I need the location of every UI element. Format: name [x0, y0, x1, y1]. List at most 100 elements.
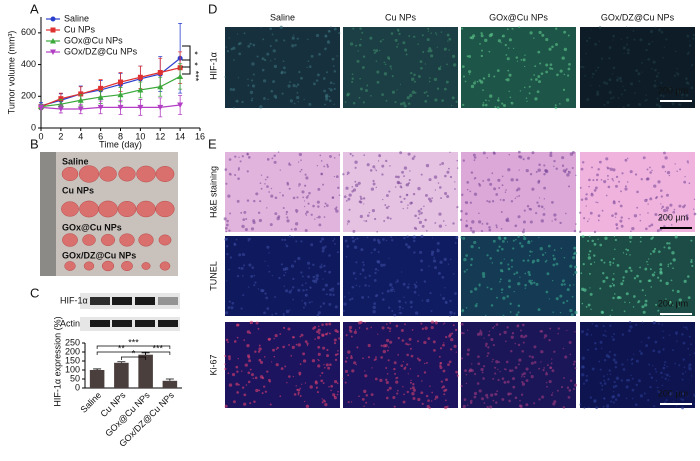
- speckle: [520, 393, 524, 396]
- speckle: [297, 393, 300, 396]
- significance-bracket: [121, 356, 146, 360]
- speckle: [434, 32, 437, 34]
- speckle: [352, 229, 356, 233]
- error-bar: [165, 378, 174, 381]
- speckle: [473, 240, 477, 245]
- speckle: [429, 292, 432, 295]
- speckle: [406, 390, 410, 394]
- speckle: [256, 55, 259, 58]
- speckle: [484, 38, 488, 43]
- speckle: [559, 69, 563, 73]
- speckle: [622, 368, 626, 371]
- speckle: [492, 344, 495, 347]
- speckle: [505, 360, 509, 364]
- speckle: [598, 360, 601, 363]
- speckle: [289, 309, 291, 311]
- speckle: [608, 369, 611, 372]
- speckle: [504, 191, 507, 193]
- speckle: [489, 257, 492, 260]
- speckle: [317, 352, 321, 356]
- y-axis-label: HIF-1α expression (%): [52, 316, 62, 406]
- speckle: [594, 347, 598, 351]
- speckle: [612, 358, 616, 362]
- speckle: [434, 222, 437, 224]
- speckle: [454, 188, 456, 190]
- speckle: [590, 29, 593, 31]
- speckle: [470, 171, 474, 174]
- speckle: [683, 366, 686, 369]
- speckle: [323, 206, 326, 208]
- speckle: [264, 260, 266, 262]
- speckle: [353, 361, 357, 365]
- speckle: [545, 63, 549, 67]
- speckle: [465, 382, 468, 385]
- speckle: [494, 366, 497, 369]
- marker: [57, 106, 64, 112]
- speckle: [671, 289, 674, 292]
- speckle: [249, 322, 252, 325]
- speckle: [599, 287, 602, 290]
- speckle: [363, 154, 366, 157]
- speckle: [386, 389, 390, 392]
- speckle: [677, 103, 680, 106]
- speckle: [593, 261, 596, 263]
- speckle: [282, 312, 285, 315]
- speckle: [276, 216, 280, 221]
- speckle: [682, 205, 685, 209]
- speckle: [233, 340, 237, 343]
- speckle: [625, 253, 628, 255]
- speckle: [298, 152, 303, 157]
- speckle: [321, 249, 325, 253]
- speckle: [383, 263, 386, 267]
- speckle: [372, 165, 376, 169]
- speckle: [403, 367, 407, 370]
- speckle: [538, 197, 541, 199]
- speckle: [259, 200, 262, 203]
- speckle: [390, 32, 394, 35]
- marker: [177, 73, 184, 79]
- speckle: [412, 192, 416, 196]
- speckle: [486, 355, 489, 358]
- speckle: [290, 264, 295, 268]
- speckle: [510, 350, 513, 353]
- speckle: [407, 152, 411, 156]
- speckle: [601, 388, 603, 391]
- speckle: [507, 168, 511, 172]
- speckle: [358, 395, 360, 398]
- speckle: [612, 257, 615, 260]
- speckle: [655, 303, 658, 306]
- series-line: [40, 57, 181, 107]
- speckle: [559, 311, 562, 314]
- speckle: [309, 286, 312, 289]
- tumor: [61, 166, 79, 182]
- speckle: [483, 337, 485, 339]
- speckle: [308, 65, 312, 68]
- speckle: [588, 235, 591, 238]
- speckle: [421, 402, 424, 405]
- speckle: [581, 302, 584, 305]
- speckle: [389, 217, 392, 220]
- speckle: [445, 224, 447, 226]
- speckle: [469, 36, 473, 39]
- speckle: [523, 86, 526, 89]
- speckle: [229, 212, 232, 215]
- tumor: [101, 234, 115, 246]
- speckle: [236, 391, 240, 394]
- speckle: [630, 374, 632, 377]
- speckle: [243, 402, 247, 406]
- speckle: [281, 238, 284, 241]
- micrograph: [580, 322, 695, 408]
- speckle: [618, 76, 622, 81]
- speckle: [643, 392, 646, 395]
- speckle: [515, 238, 517, 241]
- blot-label: HIF-1α: [60, 295, 88, 305]
- speckle: [264, 292, 267, 295]
- speckle: [304, 212, 307, 215]
- speckle: [226, 219, 229, 223]
- series-line: [40, 75, 181, 108]
- speckle: [667, 246, 671, 250]
- speckle: [544, 169, 548, 172]
- speckle: [265, 296, 269, 300]
- speckle: [397, 181, 401, 185]
- speckle: [591, 76, 594, 78]
